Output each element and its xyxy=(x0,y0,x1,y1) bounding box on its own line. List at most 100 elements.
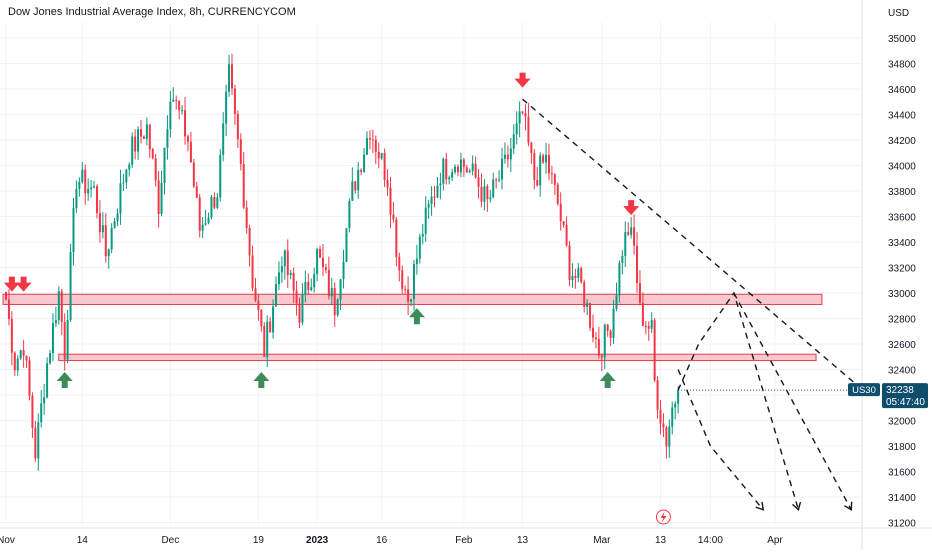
candle-body xyxy=(46,363,49,398)
candle-body xyxy=(550,173,553,175)
candle-body xyxy=(647,326,650,329)
candle-body xyxy=(345,228,348,262)
candle-body xyxy=(248,227,251,256)
candle-body xyxy=(125,169,128,183)
candle-body xyxy=(445,159,448,180)
candle-body xyxy=(122,182,125,184)
candle-body xyxy=(524,113,527,117)
trend-projections xyxy=(522,98,864,512)
candle-body xyxy=(368,138,371,140)
y-tick-label: 34000 xyxy=(888,162,916,173)
candle-body xyxy=(459,159,462,173)
candle-body xyxy=(98,213,101,233)
candle-body xyxy=(301,294,304,323)
candle-body xyxy=(392,214,395,220)
candle-body xyxy=(119,183,122,214)
candle-body xyxy=(178,100,181,111)
candle-body xyxy=(404,289,407,291)
candle-body xyxy=(324,267,327,270)
chart-title: Dow Jones Industrial Average Index, 8h, … xyxy=(8,6,296,18)
candle-body xyxy=(621,255,624,264)
candle-body xyxy=(653,320,656,381)
candle-body xyxy=(410,299,413,302)
price-axis[interactable]: 3120031400316003180032000322003240032600… xyxy=(678,34,928,530)
candle-body xyxy=(90,187,93,190)
candle-body xyxy=(286,250,289,276)
candle-body xyxy=(506,154,509,160)
candle-body xyxy=(659,409,662,424)
candle-body xyxy=(342,261,345,280)
candle-body xyxy=(310,287,313,291)
candle-body xyxy=(436,185,439,198)
candle-body xyxy=(501,158,504,180)
candle-body xyxy=(415,258,418,265)
candle-body xyxy=(377,151,380,159)
candle-body xyxy=(433,196,436,198)
candle-body xyxy=(57,291,60,321)
candle-body xyxy=(145,124,148,139)
candle-body xyxy=(424,207,427,234)
candle-body xyxy=(483,186,486,202)
x-tick-label: 2023 xyxy=(306,535,329,546)
candle-body xyxy=(577,268,580,278)
currency-label: USD xyxy=(888,8,909,19)
sr-zones xyxy=(2,293,823,362)
candle-body xyxy=(163,147,166,183)
candle-body xyxy=(545,154,548,163)
candle-body xyxy=(207,217,210,224)
sell-arrow-icon xyxy=(623,200,640,216)
candle-body xyxy=(216,197,219,208)
candle-body xyxy=(201,224,204,231)
candle-body xyxy=(292,272,295,291)
candle-body xyxy=(101,225,104,233)
candle-body xyxy=(586,302,589,307)
candle-body xyxy=(624,232,627,256)
candle-body xyxy=(242,163,245,208)
candle-body xyxy=(480,186,483,202)
candle-body xyxy=(533,153,536,180)
x-tick-label: Mar xyxy=(593,535,611,546)
projection-arrowhead xyxy=(792,501,802,512)
candle-body xyxy=(351,181,354,201)
candle-body xyxy=(668,426,671,447)
candle-body xyxy=(357,169,360,191)
candle-body xyxy=(87,189,90,194)
candle-body xyxy=(283,250,286,267)
candle-body xyxy=(213,196,216,208)
candle-body xyxy=(474,163,477,178)
bar-countdown: 05:47:40 xyxy=(886,397,925,408)
candles xyxy=(5,53,680,471)
x-tick-label: 13 xyxy=(655,535,667,546)
bolt-glyph xyxy=(660,512,667,523)
candle-body xyxy=(95,186,98,214)
x-tick-label: Apr xyxy=(767,535,783,546)
candle-body xyxy=(272,306,275,333)
candle-body xyxy=(37,422,40,459)
candle-body xyxy=(509,148,512,160)
candle-body xyxy=(518,111,521,124)
candle-body xyxy=(633,227,636,246)
descending-trendline xyxy=(522,98,864,391)
time-axis[interactable]: Nov 14 Dec 19 2023 16 Feb 13 Mar 13 14:00 Apr xyxy=(0,535,783,546)
candle-body xyxy=(166,129,169,148)
candle-body xyxy=(412,264,415,300)
projection-arrowhead xyxy=(755,501,765,511)
candle-body xyxy=(43,397,46,404)
candle-body xyxy=(295,290,298,304)
candle-body xyxy=(7,299,10,319)
candle-body xyxy=(360,169,363,172)
candle-body xyxy=(239,139,242,164)
candle-body xyxy=(78,181,81,189)
candle-body xyxy=(19,350,22,359)
candle-body xyxy=(257,300,260,311)
candle-body xyxy=(336,299,339,316)
candle-body xyxy=(269,321,272,333)
candle-body xyxy=(547,154,550,174)
y-tick-label: 33200 xyxy=(888,264,916,275)
candle-body xyxy=(366,138,369,155)
candle-body xyxy=(674,403,677,408)
candle-body xyxy=(51,323,54,354)
candle-body xyxy=(72,208,75,252)
